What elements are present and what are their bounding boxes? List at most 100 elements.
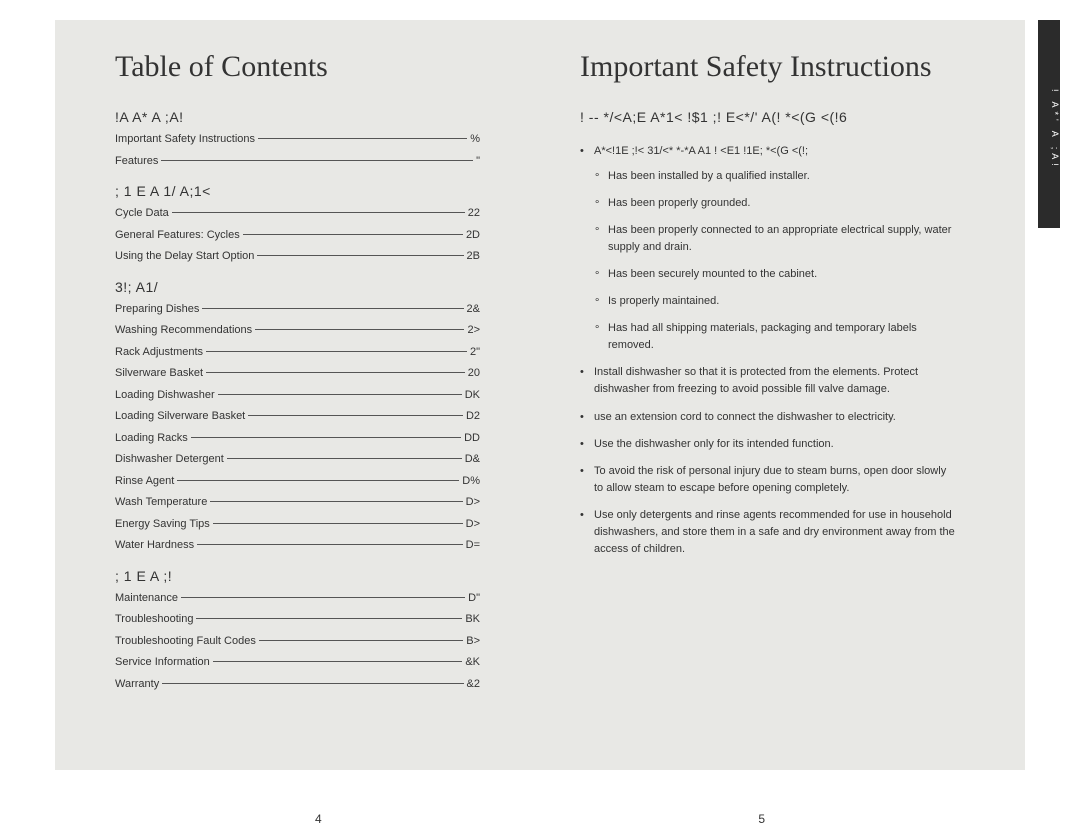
toc-leader — [210, 501, 462, 502]
toc-entry: Rinse Agent D% — [115, 473, 480, 490]
toc-leader — [257, 255, 463, 256]
toc-label: General Features: Cycles — [115, 227, 240, 244]
toc-leader — [206, 372, 465, 373]
safety-heading: ! -- */<A;E A*1< !$1 ;! E<*/' A(! *<(G <… — [580, 109, 955, 125]
toc-entry: Loading Silverware BasketD2 — [115, 408, 480, 425]
toc-label: Water Hardness — [115, 537, 194, 554]
toc-label: Service Information — [115, 654, 210, 671]
toc-label: Washing Recommendations — [115, 322, 252, 339]
toc-label: Features — [115, 153, 158, 170]
toc-entry: Washing Recommendations 2> — [115, 322, 480, 339]
toc-entry: Important Safety Instructions% — [115, 131, 480, 148]
safety-bullet: To avoid the risk of personal injury due… — [580, 463, 955, 497]
safety-sub-bullet: Is properly maintained. — [594, 293, 955, 310]
safety-sub-bullet: Has been securely mounted to the cabinet… — [594, 266, 955, 283]
page-numbers: 4 5 — [0, 812, 1080, 826]
toc-entry: Warranty&2 — [115, 676, 480, 693]
toc-leader — [243, 234, 463, 235]
toc-leader — [202, 308, 463, 309]
safety-bullet: use an extension cord to connect the dis… — [580, 409, 955, 426]
toc-label: Dishwasher Detergent — [115, 451, 224, 468]
toc-page: 2> — [467, 322, 480, 339]
toc-label: Important Safety Instructions — [115, 131, 255, 148]
safety-title: Important Safety Instructions — [580, 50, 955, 84]
toc-page: &K — [465, 654, 480, 671]
toc-leader — [259, 640, 463, 641]
toc-entry: Water Hardness D= — [115, 537, 480, 554]
toc-entry: Service Information&K — [115, 654, 480, 671]
toc-label: Rack Adjustments — [115, 344, 203, 361]
toc-page: D> — [466, 516, 480, 533]
toc-label: Warranty — [115, 676, 159, 693]
toc-label: Cycle Data — [115, 205, 169, 222]
toc-entry: Troubleshooting Fault Codes B> — [115, 633, 480, 650]
safety-bullet: Install dishwasher so that it is protect… — [580, 364, 955, 398]
safety-sub-bullet: Has been properly grounded. — [594, 195, 955, 212]
safety-sub-bullet: Has had all shipping materials, packagin… — [594, 320, 955, 354]
toc-leader — [197, 544, 463, 545]
toc-body: !A A* A ;A! Important Safety Instructions… — [115, 109, 480, 692]
toc-page: DD — [464, 430, 480, 447]
toc-label: Energy Saving Tips — [115, 516, 210, 533]
toc-entry: Cycle Data 22 — [115, 205, 480, 222]
toc-section-heading: 3!; A1/ — [115, 279, 480, 295]
toc-entry: Troubleshooting BK — [115, 611, 480, 628]
right-page: Important Safety Instructions ! -- */<A;… — [540, 20, 1025, 770]
toc-leader — [191, 437, 461, 438]
toc-leader — [162, 683, 463, 684]
document-spread: Table of Contents !A A* A ;A! Important S… — [55, 20, 1025, 770]
toc-leader — [181, 597, 465, 598]
toc-entry: Maintenance D" — [115, 590, 480, 607]
toc-label: Silverware Basket — [115, 365, 203, 382]
toc-entry: Rack Adjustments2" — [115, 344, 480, 361]
toc-entry: Loading Dishwasher DK — [115, 387, 480, 404]
toc-entry: Dishwasher Detergent D& — [115, 451, 480, 468]
toc-entry: Using the Delay Start Option2B — [115, 248, 480, 265]
toc-label: Troubleshooting Fault Codes — [115, 633, 256, 650]
toc-page: 2D — [466, 227, 480, 244]
toc-leader — [255, 329, 464, 330]
toc-leader — [161, 160, 473, 161]
toc-page: 22 — [468, 205, 480, 222]
safety-bullet: A*<!1E ;!< 31/<* *-*A A1 ! <E1 !1E; *<(G… — [580, 143, 955, 354]
toc-page: B> — [466, 633, 480, 650]
toc-label: Maintenance — [115, 590, 178, 607]
toc-label: Rinse Agent — [115, 473, 174, 490]
toc-title: Table of Contents — [115, 50, 480, 84]
toc-page: 20 — [468, 365, 480, 382]
toc-page: D" — [468, 590, 480, 607]
toc-entry: Preparing Dishes2& — [115, 301, 480, 318]
toc-page: BK — [465, 611, 480, 628]
toc-page: &2 — [467, 676, 480, 693]
toc-entry: Silverware Basket 20 — [115, 365, 480, 382]
toc-label: Loading Racks — [115, 430, 188, 447]
toc-leader — [258, 138, 467, 139]
toc-entry: Loading Racks DD — [115, 430, 480, 447]
safety-bullet: Use only detergents and rinse agents rec… — [580, 507, 955, 558]
toc-label: Using the Delay Start Option — [115, 248, 254, 265]
safety-bullet: Use the dishwasher only for its intended… — [580, 436, 955, 453]
toc-entry: Energy Saving Tips D> — [115, 516, 480, 533]
toc-leader — [206, 351, 467, 352]
toc-page: D% — [462, 473, 480, 490]
toc-leader — [213, 661, 463, 662]
toc-leader — [177, 480, 459, 481]
toc-section-heading: ; 1 E A 1/ A;1< — [115, 183, 480, 199]
toc-page: % — [470, 131, 480, 148]
page-num-right: 5 — [542, 812, 982, 826]
safety-sub-bullet: Has been properly connected to an approp… — [594, 222, 955, 256]
toc-leader — [218, 394, 462, 395]
toc-page: D& — [465, 451, 480, 468]
page-num-left: 4 — [98, 812, 538, 826]
toc-page: DK — [465, 387, 480, 404]
toc-label: Preparing Dishes — [115, 301, 199, 318]
toc-label: Troubleshooting — [115, 611, 193, 628]
left-page: Table of Contents !A A* A ;A! Important S… — [55, 20, 540, 770]
toc-leader — [172, 212, 465, 213]
toc-leader — [196, 618, 462, 619]
toc-page: D2 — [466, 408, 480, 425]
toc-entry: General Features: Cycles 2D — [115, 227, 480, 244]
toc-section-heading: !A A* A ;A! — [115, 109, 480, 125]
toc-label: Loading Dishwasher — [115, 387, 215, 404]
toc-page: D= — [466, 537, 480, 554]
